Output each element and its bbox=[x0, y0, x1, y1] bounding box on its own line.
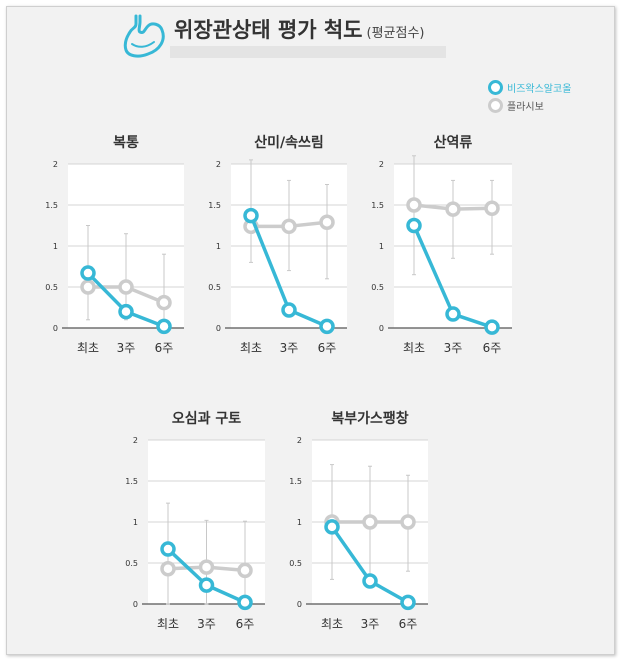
chart3-point-treatment bbox=[484, 319, 500, 335]
chart1-y-tick-label: 1.5 bbox=[45, 201, 58, 210]
legend: 비즈왁스알코올 플라시보 bbox=[488, 78, 571, 114]
chart5-x-tick-label: 6주 bbox=[399, 617, 418, 631]
chart2-title: 산미/속쓰림 bbox=[254, 134, 324, 151]
chart2-x-tick-label: 최초 bbox=[240, 341, 262, 355]
chart4-x-tick-label: 3주 bbox=[197, 617, 216, 631]
chart2-point-placebo bbox=[281, 218, 297, 235]
chart1-y-tick-label: 0 bbox=[53, 324, 58, 333]
chart1-title: 복통 bbox=[113, 135, 139, 151]
chart5-y-tick-label: 1 bbox=[297, 518, 302, 527]
title-text: 위장관상태 평가 척도 bbox=[174, 18, 363, 42]
chart5-y-tick-label: 1.5 bbox=[289, 477, 302, 486]
chart5-point-treatment bbox=[324, 519, 340, 535]
chart3-y-tick-label: 0.5 bbox=[371, 283, 384, 292]
chart3-point-placebo bbox=[445, 201, 461, 217]
chart3-y-tick-label: 2 bbox=[379, 160, 384, 169]
chart1-y-tick-label: 1 bbox=[53, 242, 58, 251]
chart2-point-treatment bbox=[281, 302, 297, 318]
legend-swatch-placebo bbox=[488, 97, 503, 113]
chart3-title: 산역류 bbox=[434, 134, 473, 151]
chart4-y-tick-label: 1 bbox=[133, 518, 138, 527]
legend-item-treatment: 비즈왁스알코올 bbox=[488, 78, 571, 96]
chart3-x-tick-label: 6주 bbox=[483, 341, 502, 355]
chart4-point-treatment bbox=[237, 594, 253, 611]
page-subtitle: (평균점수) bbox=[366, 26, 425, 41]
chart4-title: 오심과 구토 bbox=[172, 411, 241, 427]
chart-frame bbox=[6, 6, 615, 655]
chart5-point-placebo bbox=[362, 514, 378, 530]
chart1-x-tick-label: 3주 bbox=[117, 341, 136, 355]
chart5-y-tick-label: 0.5 bbox=[289, 559, 302, 568]
chart4-point-treatment bbox=[160, 541, 176, 557]
chart4-x-tick-label: 6주 bbox=[236, 617, 255, 631]
chart4-y-tick-label: 0 bbox=[133, 600, 138, 609]
legend-swatch-treatment bbox=[488, 79, 503, 95]
chart5-point-treatment bbox=[400, 594, 416, 611]
chart2-point-treatment bbox=[243, 207, 259, 224]
chart2-point-placebo bbox=[319, 214, 335, 230]
chart5-y-tick-label: 0 bbox=[297, 600, 302, 609]
chart1-point-treatment bbox=[80, 265, 96, 281]
chart1-x-tick-label: 최초 bbox=[77, 341, 99, 355]
chart4-x-tick-label: 최초 bbox=[157, 617, 179, 631]
chart1-point-placebo bbox=[156, 294, 172, 311]
chart5-title: 복부가스팽창 bbox=[331, 410, 408, 427]
chart4-point-placebo bbox=[198, 559, 215, 575]
chart1-y-tick-label: 2 bbox=[53, 160, 58, 169]
chart4-y-tick-label: 2 bbox=[133, 436, 138, 445]
chart2-point-treatment bbox=[319, 318, 335, 335]
chart3-y-tick-label: 1.5 bbox=[371, 201, 384, 210]
chart1-y-tick-label: 0.5 bbox=[45, 283, 58, 292]
chart2-y-tick-label: 2 bbox=[216, 160, 221, 169]
chart4-y-tick-label: 1.5 bbox=[125, 477, 138, 486]
chart2-y-tick-label: 0.5 bbox=[208, 283, 221, 292]
chart5-x-tick-label: 최초 bbox=[321, 617, 343, 631]
chart1-point-treatment bbox=[156, 318, 172, 335]
legend-label-treatment: 비즈왁스알코올 bbox=[507, 83, 572, 95]
header-underline bbox=[170, 46, 446, 58]
stomach-icon bbox=[123, 14, 165, 58]
legend-label-placebo: 플라시보 bbox=[507, 101, 544, 113]
chart4-point-treatment bbox=[198, 577, 215, 593]
chart3-point-placebo bbox=[484, 200, 500, 217]
chart1-point-treatment bbox=[118, 303, 134, 320]
chart2-x-tick-label: 3주 bbox=[280, 341, 299, 355]
chart3-x-tick-label: 최초 bbox=[403, 341, 425, 355]
chart3-point-treatment bbox=[406, 217, 422, 234]
chart4-point-placebo bbox=[160, 560, 176, 577]
legend-item-placebo: 플라시보 bbox=[488, 96, 571, 114]
chart3-point-treatment bbox=[445, 306, 461, 322]
chart2-x-tick-label: 6주 bbox=[318, 341, 337, 355]
chart5-point-placebo bbox=[400, 514, 416, 530]
chart1-point-placebo bbox=[118, 279, 134, 295]
chart4-y-tick-label: 0.5 bbox=[125, 559, 138, 568]
chart5-y-tick-label: 2 bbox=[297, 436, 302, 445]
chart1-x-tick-label: 6주 bbox=[155, 341, 174, 355]
chart3-y-tick-label: 1 bbox=[379, 242, 384, 251]
chart4-point-placebo bbox=[237, 562, 253, 579]
chart2-y-tick-label: 0 bbox=[216, 324, 221, 333]
chart3-x-tick-label: 3주 bbox=[444, 341, 463, 355]
chart1-point-placebo bbox=[80, 279, 96, 295]
chart2-y-tick-label: 1.5 bbox=[208, 201, 221, 210]
chart2-y-tick-label: 1 bbox=[216, 242, 221, 251]
chart5-x-tick-label: 3주 bbox=[361, 617, 380, 631]
chart3-y-tick-label: 0 bbox=[379, 324, 384, 333]
chart5-point-treatment bbox=[362, 573, 378, 589]
chart3-point-placebo bbox=[406, 197, 422, 213]
page-title: 위장관상태 평가 척도 (평균점수) bbox=[174, 14, 425, 44]
